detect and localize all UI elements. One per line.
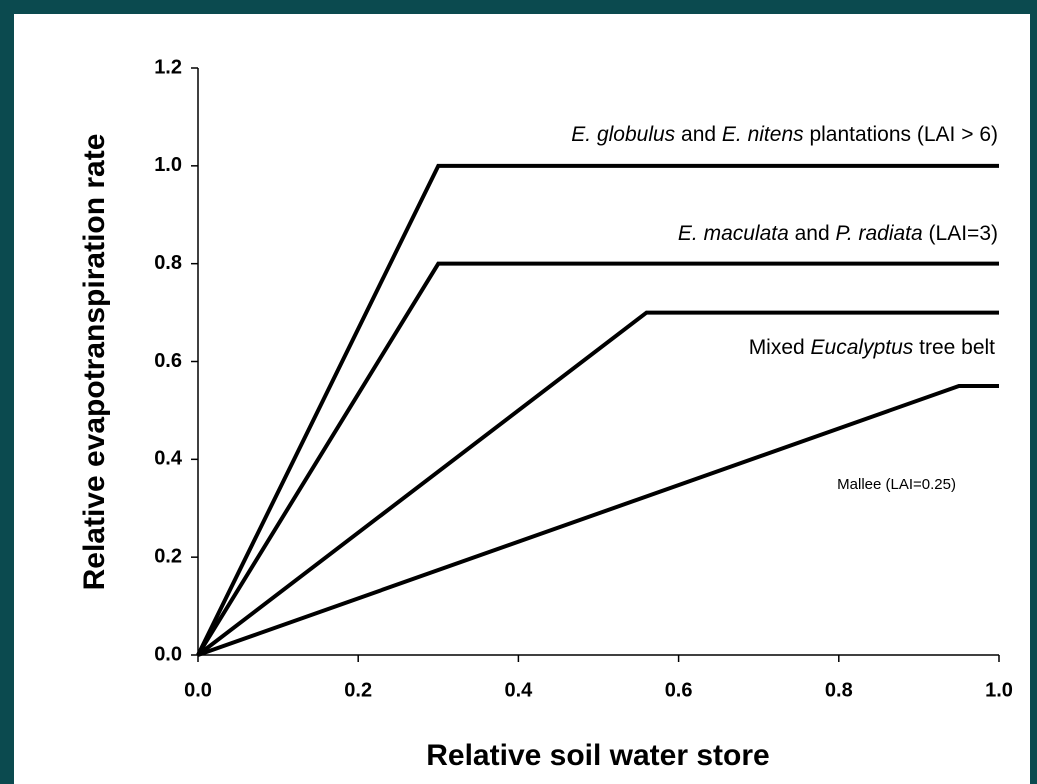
- series-label: Mixed Eucalyptus tree belt: [749, 336, 995, 359]
- label-part: E. globulus: [571, 123, 675, 146]
- label-part: E. maculata: [678, 222, 789, 245]
- x-tick-label: 0.4: [504, 679, 533, 701]
- series-line: [196, 261, 999, 657]
- label-part: Mixed: [749, 336, 811, 359]
- y-axis-title: Relative evapotranspiration rate: [78, 134, 111, 591]
- y-tick-label: 0.2: [154, 545, 182, 567]
- series-label: E. maculata and P. radiata (LAI=3): [678, 222, 998, 245]
- y-tick-label: 0.6: [154, 350, 182, 372]
- label-part: E. nitens: [722, 123, 804, 146]
- label-part: P. radiata: [836, 222, 923, 245]
- label-part: Mallee (LAI=0.25): [837, 476, 956, 493]
- x-tick-label: 0.8: [825, 679, 853, 701]
- series-label: Mallee (LAI=0.25): [837, 476, 956, 493]
- label-part: Eucalyptus: [811, 336, 914, 359]
- x-tick-label: 1.0: [985, 679, 1013, 701]
- series-line: [196, 310, 999, 657]
- x-axis-title: Relative soil water store: [426, 739, 769, 772]
- x-tick-label: 0.2: [344, 679, 372, 701]
- y-tick-label: 0.0: [154, 643, 182, 665]
- y-tick-label: 0.4: [154, 448, 183, 470]
- label-part: and: [675, 123, 722, 146]
- label-part: and: [789, 222, 836, 245]
- series-line: [197, 383, 999, 657]
- y-tick-label: 1.2: [154, 56, 182, 78]
- x-tick-label: 0.6: [665, 679, 693, 701]
- x-tick-label: 0.0: [184, 679, 212, 701]
- label-part: (LAI=3): [923, 222, 998, 245]
- y-tick-label: 0.8: [154, 252, 182, 274]
- series-line: [196, 163, 999, 656]
- series-label: E. globulus and E. nitens plantations (L…: [571, 123, 998, 146]
- label-part: tree belt: [913, 336, 995, 359]
- label-part: plantations (LAI > 6): [804, 123, 998, 146]
- y-tick-label: 1.0: [154, 154, 182, 176]
